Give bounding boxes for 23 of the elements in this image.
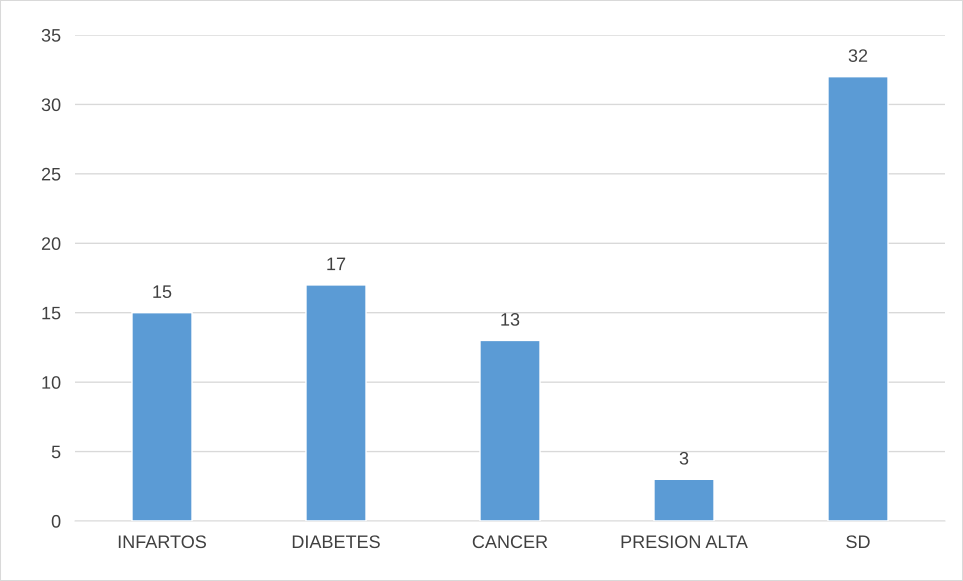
y-tick-label: 10 — [42, 376, 60, 389]
data-label: 3 — [680, 452, 688, 465]
y-tick-label: 0 — [52, 514, 60, 528]
bar — [479, 340, 541, 521]
bar — [305, 284, 367, 521]
data-label: 15 — [153, 285, 172, 298]
y-tick-label: 30 — [42, 98, 60, 112]
bar — [131, 312, 193, 521]
x-tick-label: CANCER — [472, 535, 548, 548]
x-tick-label: PRESION ALTA — [622, 535, 748, 548]
y-tick-label: 5 — [52, 446, 60, 458]
data-label: 32 — [848, 49, 868, 62]
y-tick-label: 15 — [42, 306, 60, 320]
x-tick-label: INFARTOS — [118, 535, 206, 548]
y-tick-label: 20 — [42, 237, 60, 250]
x-tick-label: SD — [846, 535, 870, 548]
y-tick-label: 35 — [42, 28, 60, 42]
data-label: 13 — [501, 313, 520, 326]
x-tick-label: DIABETES — [292, 535, 380, 548]
bar — [827, 76, 889, 521]
y-tick-label: 25 — [42, 168, 60, 181]
data-label: 17 — [327, 258, 346, 270]
bar — [653, 478, 715, 521]
